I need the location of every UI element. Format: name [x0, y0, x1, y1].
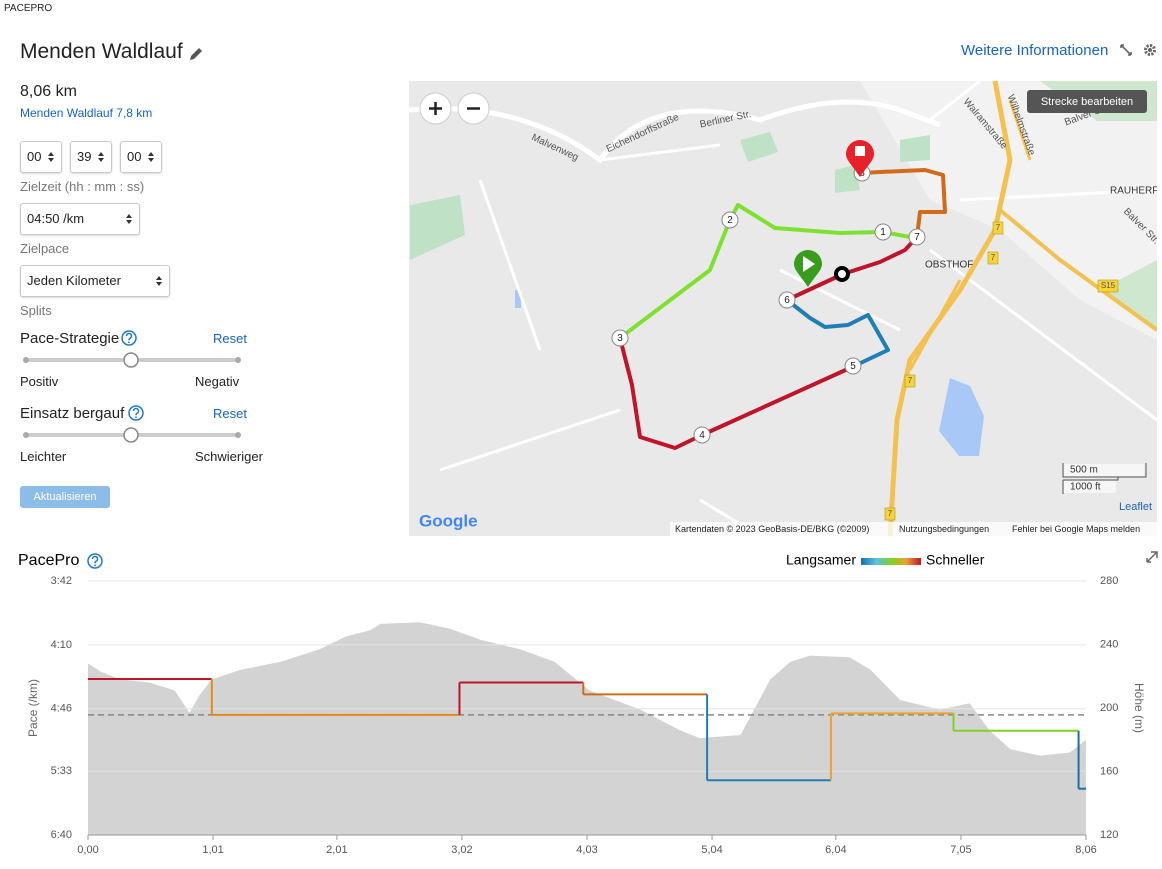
map-label: OBSTHOF — [925, 260, 973, 271]
route-link[interactable]: Menden Waldlauf 7,8 km — [20, 106, 153, 120]
x-tick-label: 4,03 — [576, 844, 597, 856]
splits-label: Splits — [20, 303, 52, 318]
y-axis-label: Pace (/km) — [26, 679, 40, 737]
y2-tick-label: 240 — [1100, 638, 1118, 650]
map[interactable]: 12345678 Berliner Str.EichendorffstraßeM… — [409, 81, 1157, 536]
route-marker — [844, 357, 862, 375]
splits-select[interactable]: Jeden Kilometer — [20, 265, 170, 297]
uphill-left: Leichter — [20, 449, 67, 464]
uphill-right: Schwieriger — [195, 449, 263, 464]
y2-tick-label: 200 — [1100, 702, 1118, 714]
marker-label: 1 — [880, 227, 886, 238]
road-shield — [992, 221, 1004, 235]
route-marker — [693, 426, 711, 444]
y-tick-label: 4:46 — [51, 703, 72, 715]
marker-label: 3 — [617, 333, 623, 344]
strategy-right: Negativ — [195, 374, 240, 389]
leaflet-link[interactable]: Leaflet — [1119, 501, 1152, 513]
hours-select[interactable]: 00 — [20, 141, 62, 173]
marker-label: 7 — [914, 232, 920, 243]
road-shield — [884, 507, 896, 521]
google-logo: Google — [419, 511, 478, 530]
uphill-slider[interactable] — [20, 425, 245, 445]
scale-imperial: 1000 ft — [1070, 482, 1101, 493]
edit-route-button[interactable]: Strecke bearbeiten — [1041, 96, 1133, 108]
help-icon[interactable] — [87, 553, 103, 569]
legend-high: Schneller — [926, 552, 985, 568]
edit-icon[interactable] — [188, 46, 204, 62]
scale-metric: 500 m — [1070, 465, 1098, 476]
report-link[interactable]: Fehler bei Google Maps melden — [1012, 524, 1140, 534]
y2-axis-label: Höhe (m) — [1132, 683, 1146, 733]
pace: 04:50 /km — [27, 211, 85, 226]
distance: 8,06 km — [20, 83, 77, 100]
chart-title: PacePro — [18, 552, 79, 569]
road-number: 7 — [908, 376, 913, 385]
x-tick-label: 5,04 — [701, 844, 722, 856]
strategy-reset[interactable]: Reset — [213, 331, 247, 346]
legend-gradient — [861, 558, 921, 565]
y-tick-label: 5:33 — [51, 765, 72, 777]
road-shield — [904, 374, 916, 388]
splits: Jeden Kilometer — [27, 273, 121, 288]
y2-tick-label: 280 — [1100, 575, 1118, 587]
route-marker — [874, 223, 892, 241]
expand-icon[interactable] — [1146, 551, 1158, 563]
x-tick-label: 2,01 — [326, 844, 347, 856]
x-tick-label: 6,04 — [825, 844, 846, 856]
route-marker — [778, 291, 796, 309]
info-link[interactable]: Weitere Informationen — [961, 42, 1109, 59]
update-button[interactable]: Aktualisieren — [20, 486, 110, 508]
seconds-select[interactable]: 00 — [120, 141, 162, 173]
header-icons[interactable] — [1118, 42, 1158, 58]
seconds: 00 — [127, 149, 142, 164]
y-tick-label: 3:42 — [51, 575, 72, 587]
road-number: 7 — [991, 253, 996, 262]
marker-label: 2 — [727, 215, 733, 226]
map-label: RAUHERF — [1110, 186, 1157, 197]
marker-label: 4 — [699, 430, 705, 441]
pace-select[interactable]: 04:50 /km — [20, 203, 140, 235]
route-marker — [721, 211, 739, 229]
road-shield — [987, 251, 999, 265]
y-tick-label: 4:10 — [51, 639, 72, 651]
app-name: PACEPRO — [4, 3, 53, 14]
x-tick-label: 1,01 — [202, 844, 223, 856]
x-tick-label: 0,00 — [77, 844, 98, 856]
y2-tick-label: 120 — [1100, 829, 1118, 841]
marker-label: 6 — [784, 295, 790, 306]
hours: 00 — [27, 149, 42, 164]
page-title: Menden Waldlauf — [20, 40, 183, 63]
route-marker — [611, 329, 629, 347]
time-label: Zielzeit (hh : mm : ss) — [20, 179, 145, 194]
strategy-left: Positiv — [20, 374, 59, 389]
map-data-credit: Kartendaten © 2023 GeoBasis-DE/BKG (©200… — [675, 524, 869, 534]
strategy-slider[interactable] — [20, 350, 245, 370]
route-marker — [908, 228, 926, 246]
legend-low: Langsamer — [786, 552, 856, 568]
y2-tick-label: 160 — [1100, 765, 1118, 777]
terms-link[interactable]: Nutzungsbedingungen — [899, 524, 989, 534]
marker-label: 5 — [850, 361, 856, 372]
help-icon[interactable] — [128, 405, 144, 421]
minutes-select[interactable]: 39 — [70, 141, 112, 173]
minutes: 39 — [77, 149, 92, 164]
uphill-label: Einsatz bergauf — [20, 405, 125, 422]
pace-chart: PacePro Langsamer Schneller 3:42 4:10 4:46… — [18, 551, 1158, 856]
road-number: 7 — [888, 509, 893, 518]
help-icon[interactable] — [121, 330, 137, 346]
uphill-reset[interactable]: Reset — [213, 406, 247, 421]
x-tick-label: 8,06 — [1075, 844, 1096, 856]
x-tick-label: 7,05 — [950, 844, 971, 856]
road-number: S15 — [1101, 281, 1116, 290]
x-tick-label: 3,02 — [451, 844, 472, 856]
road-shield — [1097, 279, 1119, 293]
y-tick-label: 6:40 — [51, 829, 72, 841]
pace-label: Zielpace — [20, 241, 70, 256]
elevation-area — [88, 622, 1086, 835]
strategy-label: Pace-Strategie — [20, 330, 120, 347]
road-number: 7 — [996, 223, 1001, 232]
